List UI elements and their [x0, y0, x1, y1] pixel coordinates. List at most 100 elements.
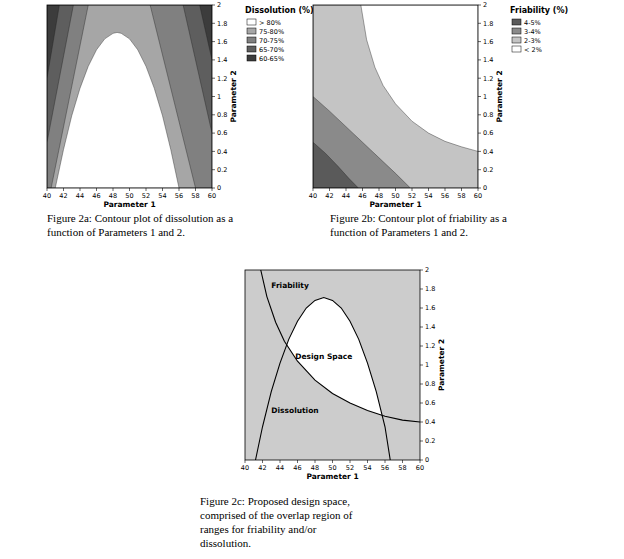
- y-axis-title: Parameter 2: [437, 339, 446, 391]
- caption: Figure 2a: Contour plot of dissolution a…: [47, 212, 233, 224]
- x-tick: [428, 188, 429, 191]
- y-tick: [212, 114, 215, 115]
- y-tick-label: 0.6: [217, 129, 227, 137]
- x-tick-label: 58: [398, 464, 406, 472]
- y-tick: [212, 41, 215, 42]
- y-tick-label: 0.8: [425, 380, 435, 388]
- y-tick-label: 1.4: [217, 56, 227, 64]
- y-tick: [212, 169, 215, 170]
- x-tick-label: 52: [142, 192, 150, 200]
- y-tick-label: 1.4: [425, 323, 435, 331]
- y-tick-label: 1.6: [425, 304, 435, 312]
- y-tick: [420, 327, 423, 328]
- annotation: Design Space: [295, 352, 352, 361]
- x-tick-label: 44: [342, 192, 350, 200]
- x-tick-label: 46: [358, 192, 366, 200]
- x-tick-label: 42: [325, 192, 333, 200]
- contour-region: [47, 5, 212, 188]
- x-tick: [96, 188, 97, 191]
- x-tick: [195, 188, 196, 191]
- contour-region: [313, 5, 478, 188]
- caption: dissolution.: [200, 537, 251, 549]
- y-tick-label: 1.2: [217, 75, 227, 83]
- legend-swatch: [247, 37, 256, 43]
- y-axis-title: Parameter 2: [229, 70, 238, 122]
- x-tick-label: 42: [59, 192, 67, 200]
- x-tick-label: 52: [408, 192, 416, 200]
- y-tick-label: 0: [483, 184, 487, 192]
- y-tick-label: 2: [217, 1, 221, 9]
- x-tick: [262, 460, 263, 463]
- figure: Dissolution (%) > 80%75-80%70-75%65-70% 60…: [0, 0, 624, 559]
- y-tick-label: 1.8: [483, 20, 493, 28]
- x-tick-label: 40: [43, 192, 51, 200]
- x-tick: [315, 460, 316, 463]
- legend-swatch: [247, 55, 256, 61]
- y-tick: [478, 133, 481, 134]
- legend-label: 3-4%: [524, 28, 541, 36]
- x-tick-label: 54: [158, 192, 166, 200]
- caption: Figure 2b: Contour plot of friability as…: [330, 212, 507, 224]
- x-axis-title: Parameter 1: [369, 200, 421, 209]
- y-tick: [212, 5, 215, 6]
- y-tick-label: 1.8: [425, 285, 435, 293]
- y-tick: [212, 23, 215, 24]
- caption: Figure 2c: Proposed design space,: [200, 495, 350, 507]
- x-tick-label: 48: [375, 192, 383, 200]
- x-tick: [445, 188, 446, 191]
- y-tick-label: 0.2: [425, 437, 435, 445]
- x-tick-label: 44: [276, 464, 284, 472]
- legend-label: 65-70%: [259, 46, 284, 54]
- y-tick: [420, 270, 423, 271]
- legend-label: 70-75%: [259, 37, 284, 45]
- plot-frame: [245, 270, 420, 460]
- contour-region: [47, 5, 212, 188]
- plot-area: [313, 5, 478, 188]
- y-tick-label: 1: [483, 93, 487, 101]
- x-tick-label: 52: [346, 464, 354, 472]
- y-tick: [420, 365, 423, 366]
- legend-label: < 2%: [524, 46, 542, 54]
- y-tick-label: 1.8: [217, 20, 227, 28]
- y-tick-label: 2: [483, 1, 487, 9]
- x-tick-label: 46: [92, 192, 100, 200]
- y-tick-label: 0: [425, 456, 429, 464]
- contour-region: [51, 5, 195, 188]
- x-tick: [313, 188, 314, 191]
- legend-label: 2-3%: [524, 37, 541, 45]
- legend-label: 75-80%: [259, 28, 284, 36]
- y-tick: [212, 133, 215, 134]
- x-tick-label: 40: [241, 464, 249, 472]
- x-tick: [385, 460, 386, 463]
- legend-title: Dissolution (%): [245, 6, 314, 15]
- x-tick-label: 60: [416, 464, 424, 472]
- x-axis-title: Parameter 1: [306, 472, 358, 481]
- legend-label: > 80%: [259, 19, 281, 27]
- chart-panel: Friability (%)4-5%3-4%2-3%< 2%4042444648…: [309, 1, 568, 238]
- legend-title: Friability (%): [510, 6, 568, 15]
- x-tick-label: 54: [424, 192, 432, 200]
- y-axis-title: Parameter 2: [495, 70, 504, 122]
- y-tick-label: 1.4: [483, 56, 493, 64]
- x-tick-label: 42: [258, 464, 266, 472]
- x-tick-label: 48: [109, 192, 117, 200]
- x-tick: [367, 460, 368, 463]
- x-tick: [350, 460, 351, 463]
- legend-swatch: [247, 28, 256, 34]
- x-tick: [63, 188, 64, 191]
- series-label: Dissolution: [271, 406, 318, 415]
- y-tick: [478, 23, 481, 24]
- x-tick: [162, 188, 163, 191]
- legend-swatch: [247, 46, 256, 52]
- x-tick-label: 44: [76, 192, 84, 200]
- legend-swatch: [247, 19, 256, 25]
- y-tick-label: 1.2: [425, 342, 435, 350]
- legend-swatch: [512, 46, 521, 52]
- y-tick-label: 0.6: [483, 129, 493, 137]
- x-tick-label: 50: [328, 464, 336, 472]
- y-tick: [478, 114, 481, 115]
- chart-panel: DissolutionFriabilityDesign Space4042444…: [200, 266, 446, 549]
- y-tick: [478, 151, 481, 152]
- caption: function of Parameters 1 and 2.: [47, 226, 185, 238]
- x-tick: [346, 188, 347, 191]
